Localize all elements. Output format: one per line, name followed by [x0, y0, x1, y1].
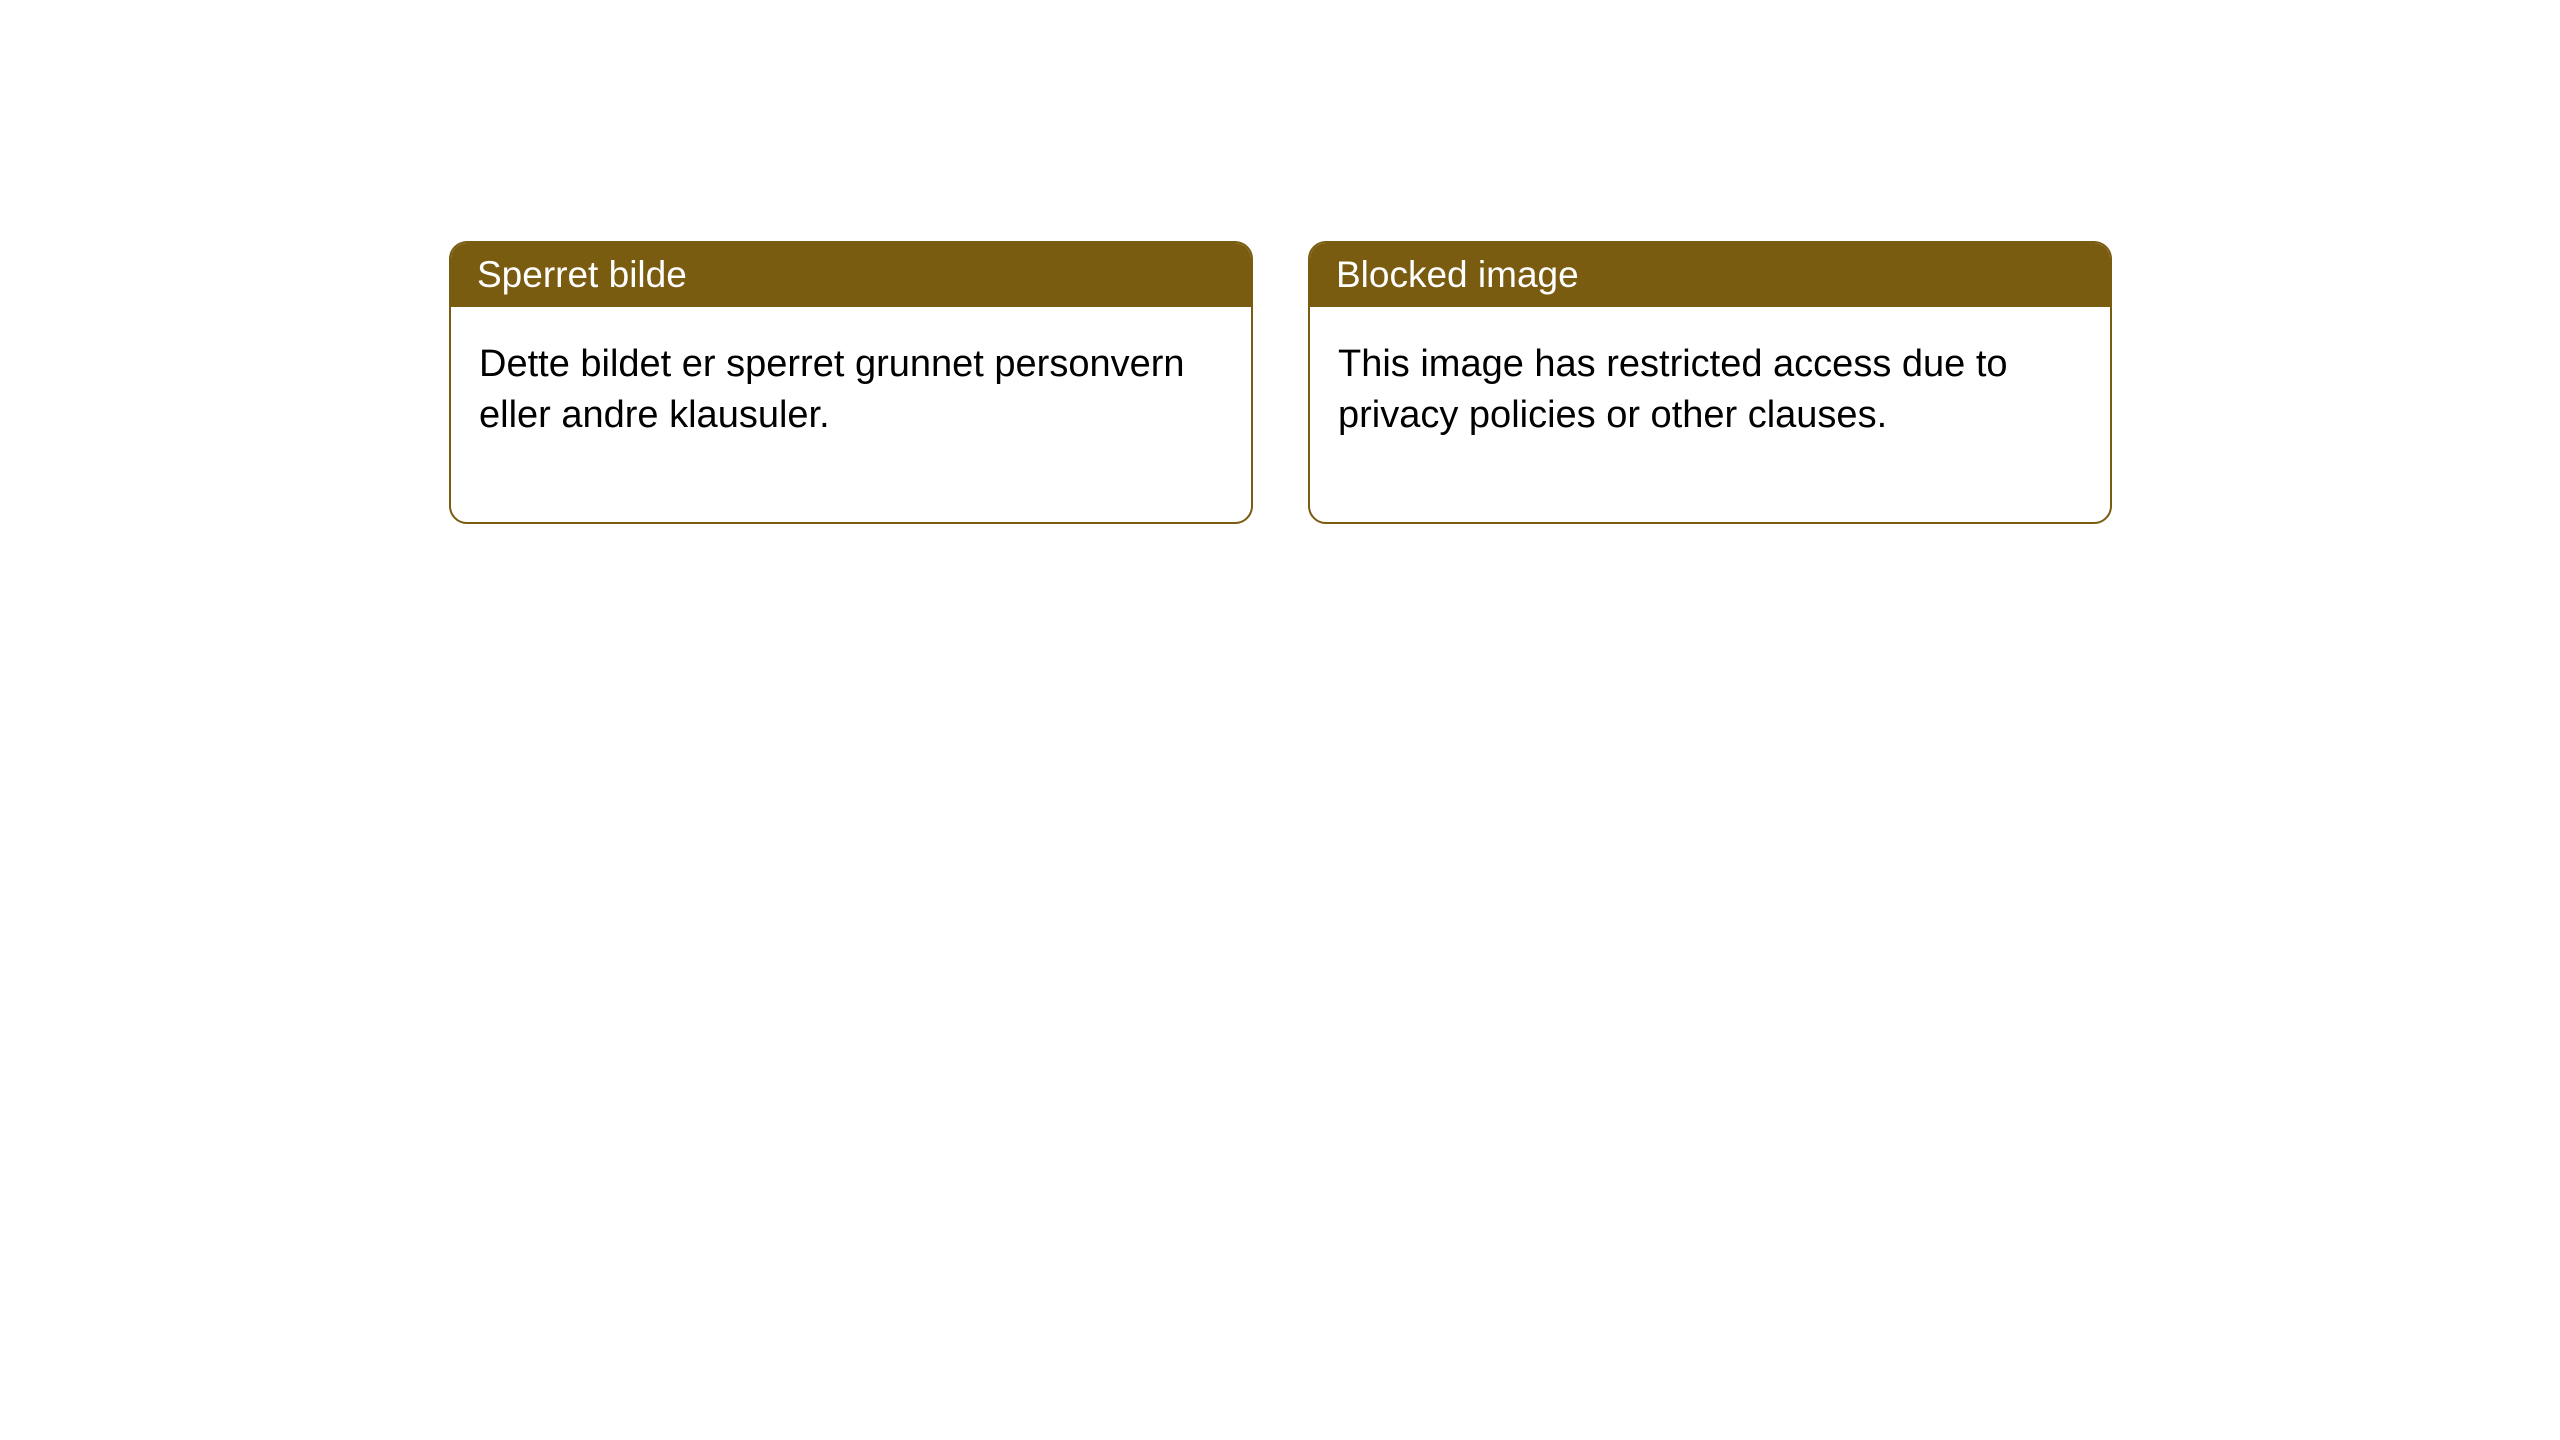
card-header: Blocked image: [1310, 243, 2110, 307]
card-title: Sperret bilde: [477, 254, 687, 295]
card-body: This image has restricted access due to …: [1310, 307, 2110, 522]
blocked-image-card-no: Sperret bilde Dette bildet er sperret gr…: [449, 241, 1253, 524]
card-title: Blocked image: [1336, 254, 1579, 295]
card-body: Dette bildet er sperret grunnet personve…: [451, 307, 1251, 522]
card-header: Sperret bilde: [451, 243, 1251, 307]
card-container: Sperret bilde Dette bildet er sperret gr…: [0, 0, 2560, 524]
card-body-text: This image has restricted access due to …: [1338, 343, 2008, 436]
blocked-image-card-en: Blocked image This image has restricted …: [1308, 241, 2112, 524]
card-body-text: Dette bildet er sperret grunnet personve…: [479, 343, 1185, 436]
